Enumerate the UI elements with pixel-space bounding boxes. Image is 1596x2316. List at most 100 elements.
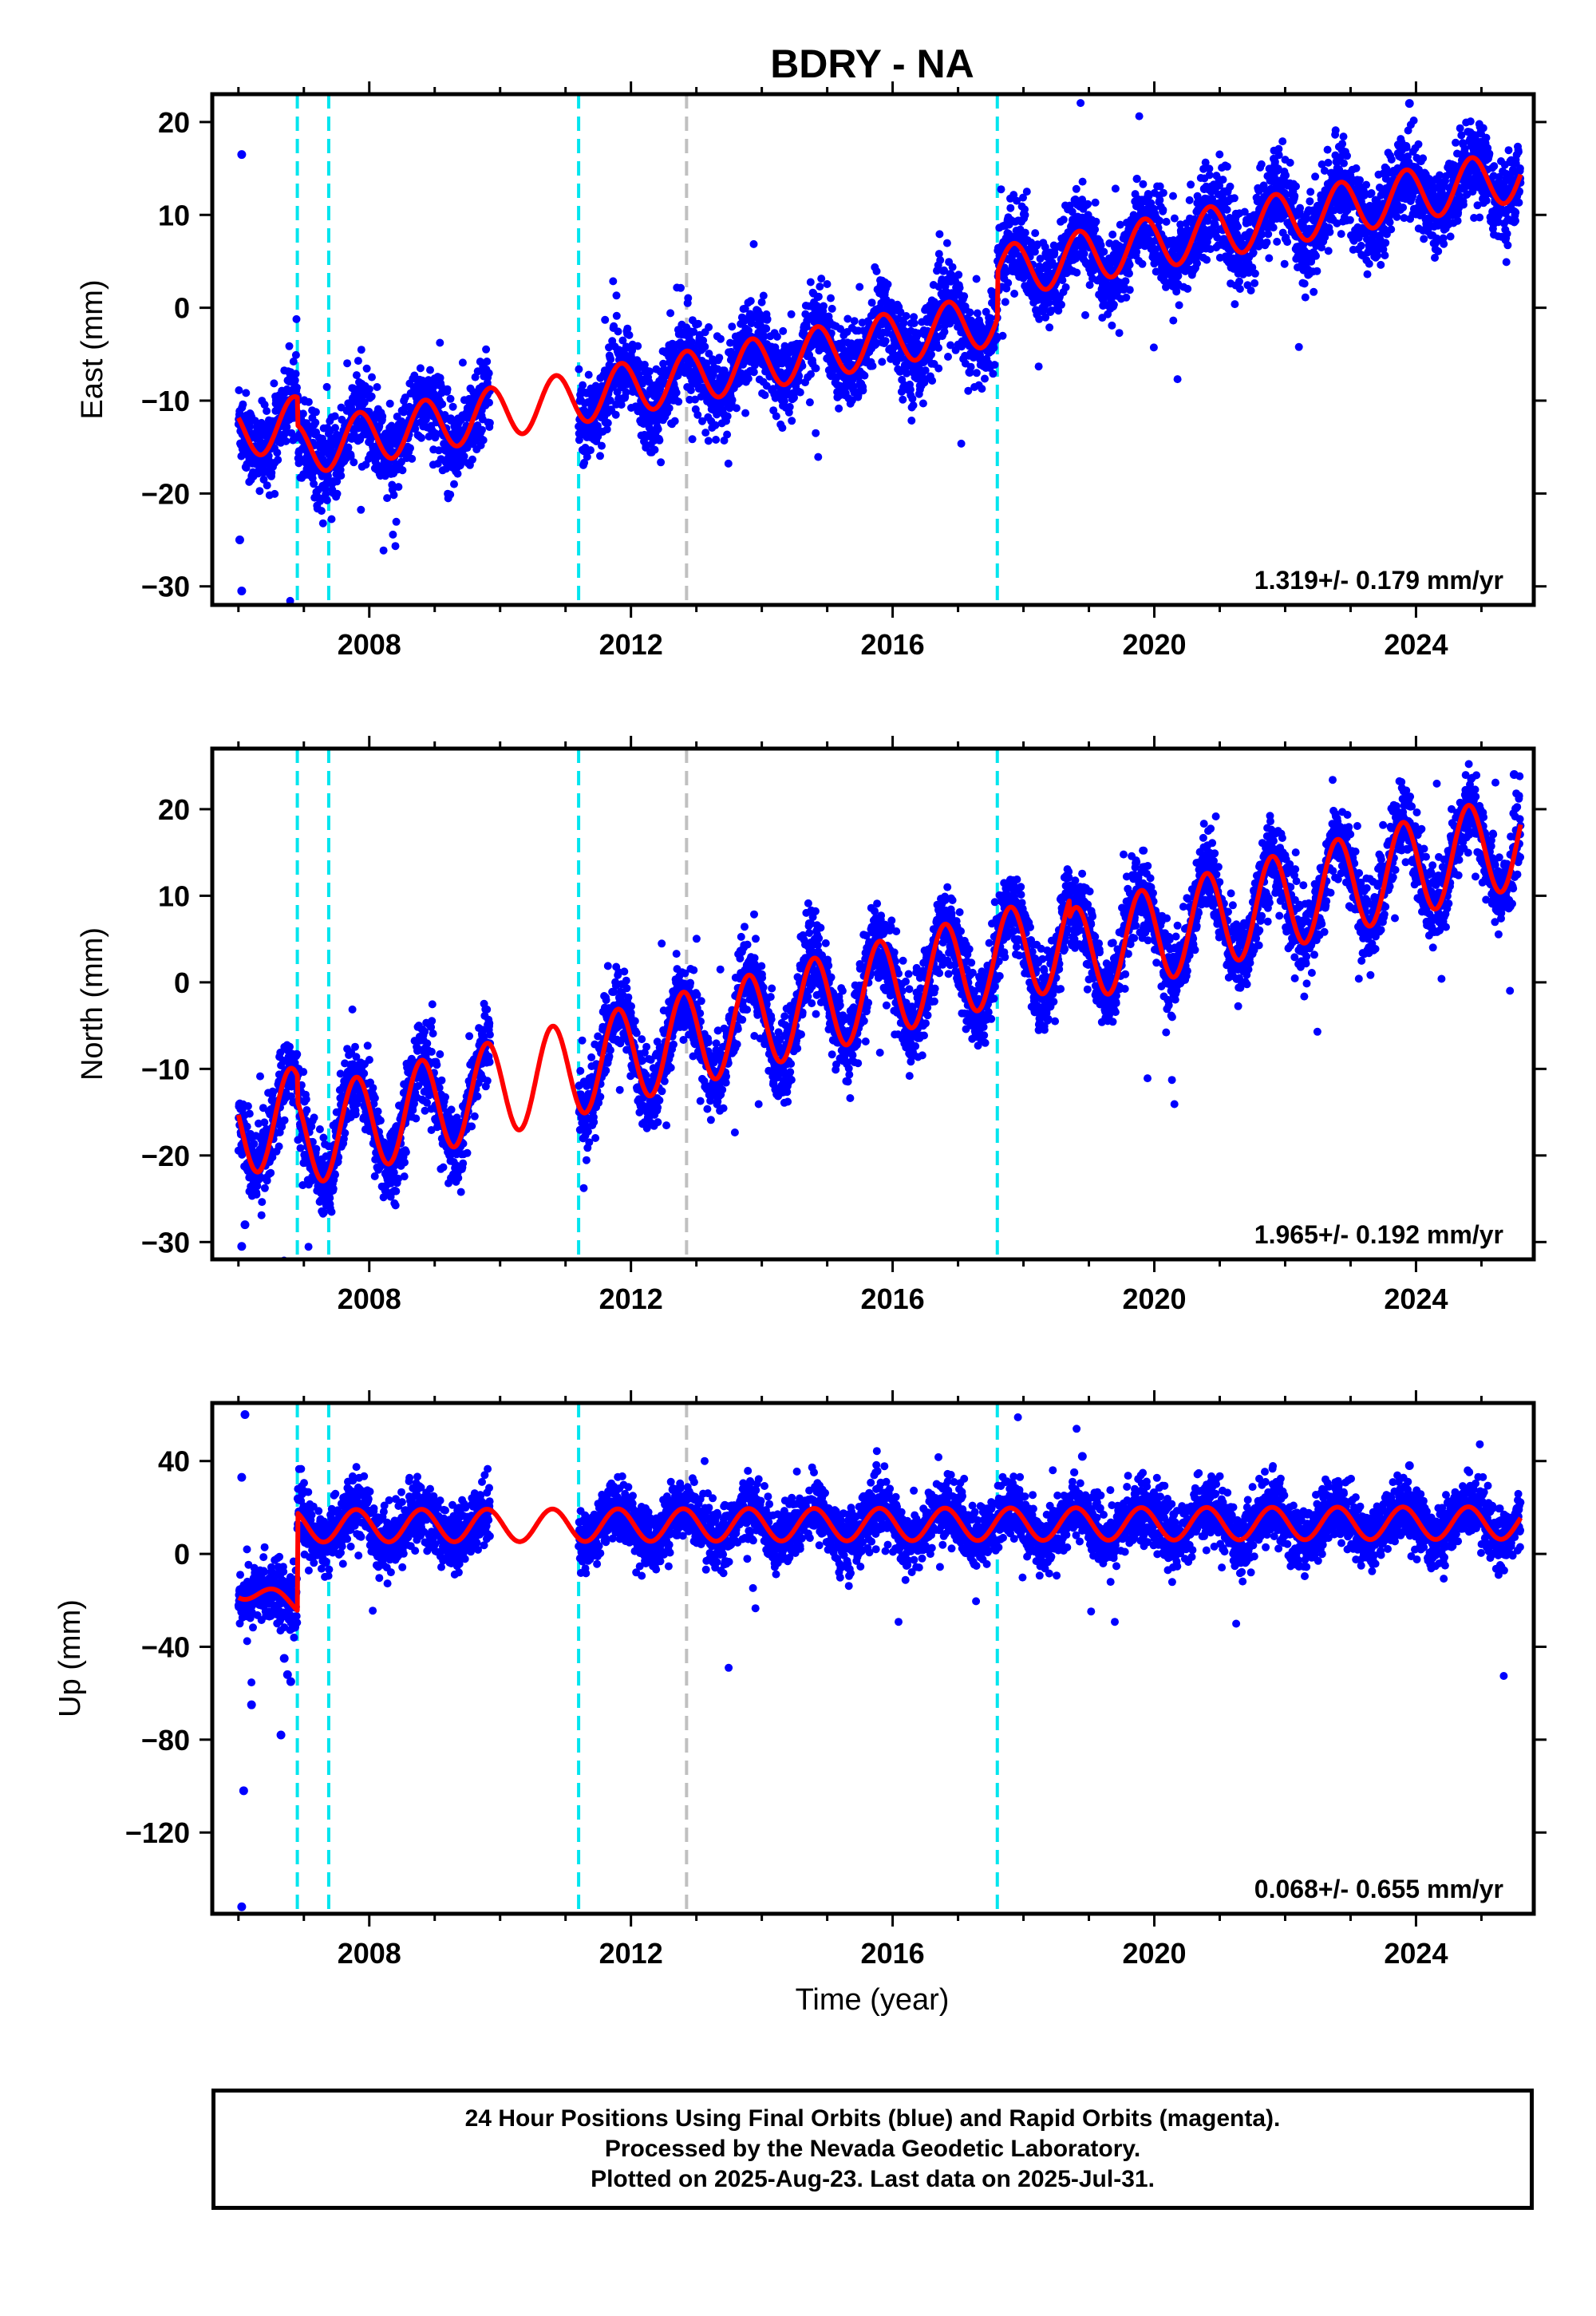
data-point [295,454,304,463]
data-point [760,391,769,400]
data-point [446,394,455,403]
data-point [1115,329,1124,338]
data-point [362,364,371,373]
data-point [867,298,876,307]
data-point [1399,204,1408,211]
data-point [909,401,918,409]
data-point [940,327,949,336]
data-point [357,346,365,354]
data-point [634,342,642,350]
data-point [352,371,361,380]
data-point [1109,300,1118,309]
data-point [1301,293,1310,302]
data-point [899,395,907,404]
data-point [946,341,955,350]
data-point [625,330,634,339]
data-point [618,336,627,345]
data-point [263,481,271,490]
data-point [1219,176,1227,184]
data-point [367,392,376,401]
data-point [746,297,755,306]
data-point [391,542,400,551]
data-point [354,357,362,366]
data-point [686,386,695,394]
data-point [1203,255,1211,264]
data-point [772,412,780,421]
data-point [1324,247,1333,255]
data-point [1311,172,1320,181]
data-point [357,505,365,514]
data-point [828,304,836,313]
data-point [762,324,771,333]
data-point [672,389,681,397]
data-point [806,278,815,287]
data-point [948,263,957,271]
data-point [1061,283,1070,291]
data-point [1367,189,1376,197]
data-point [934,250,943,259]
data-point [1352,164,1361,172]
data-point [1215,150,1224,159]
data-point [759,291,768,300]
data-point [957,439,966,448]
data-point [859,386,867,395]
data-point [634,371,643,379]
data-point [1139,180,1148,188]
data-point [274,456,282,464]
data-point [726,338,734,347]
data-point [705,323,713,331]
data-point [1385,218,1394,227]
data-point [1175,301,1183,310]
data-point [981,374,989,383]
data-point [701,429,710,437]
data-point [1034,362,1043,371]
data-point [1059,215,1068,224]
data-point [640,361,649,369]
data-point [584,370,593,379]
data-point [802,322,811,331]
data-point [360,398,369,407]
data-point [1031,229,1040,238]
data-point [601,315,610,324]
data-point [896,308,905,317]
data-point [1045,323,1054,332]
data-point [259,475,268,484]
data-point [327,515,336,524]
data-point [698,417,706,425]
data-point [383,494,392,503]
data-point [1004,279,1013,287]
data-point [1363,270,1372,279]
data-point [713,410,721,419]
data-point [944,353,952,361]
data-point [365,385,373,393]
data-point [1073,268,1081,277]
data-point [378,412,387,421]
data-point [946,319,954,328]
data-point [1270,157,1279,166]
data-point [835,404,843,413]
data-point [955,283,964,292]
data-point [1010,290,1019,298]
data-point [1296,204,1305,212]
data-point [757,298,766,306]
data-point [674,397,683,406]
data-point [1310,287,1318,296]
data-point [763,314,772,323]
data-point [333,489,342,498]
data-point [772,332,781,341]
data-point [1125,269,1133,278]
data-point [1132,174,1141,183]
data-point [242,389,251,397]
data-point [744,374,753,383]
data-point [665,404,674,413]
data-point [246,422,255,431]
data-point [602,425,611,433]
data-point [814,292,823,301]
data-point [684,294,693,302]
data-point [293,383,301,392]
data-point [612,311,621,320]
data-point [1250,269,1259,278]
data-point [1169,316,1178,325]
